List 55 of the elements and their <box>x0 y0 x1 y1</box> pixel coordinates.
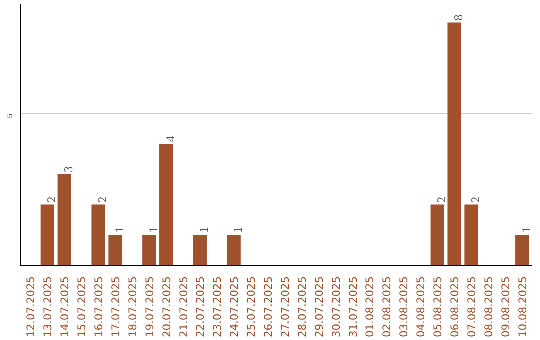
x-tick-label: 22.07.2025 <box>194 276 208 338</box>
x-tick-label: 24.07.2025 <box>228 276 242 338</box>
bar <box>142 235 156 266</box>
x-tick-label: 19.07.2025 <box>143 276 156 338</box>
data-label: 1 <box>231 227 246 234</box>
x-tick-label: 06.08.2025 <box>448 276 462 338</box>
data-label: 1 <box>197 227 212 234</box>
x-tick-label: 10.08.2025 <box>516 276 530 338</box>
bar <box>193 235 207 266</box>
bar <box>464 204 478 266</box>
bar <box>58 174 72 266</box>
x-tick-label: 21.07.2025 <box>177 276 190 338</box>
x-tick-label: 26.07.2025 <box>262 276 276 338</box>
x-tick-label: 17.07.2025 <box>109 276 122 338</box>
x-tick-label: 07.08.2025 <box>465 276 478 338</box>
x-tick-label: 09.08.2025 <box>499 276 512 338</box>
x-tick-label: 14.07.2025 <box>58 276 72 338</box>
x-tick-label: 30.07.2025 <box>330 276 343 338</box>
x-tick-label: 29.07.2025 <box>312 276 326 338</box>
bar <box>430 204 444 266</box>
x-tick-label: 01.08.2025 <box>364 276 377 338</box>
bar <box>448 22 462 266</box>
x-tick-label: 02.08.2025 <box>380 276 394 338</box>
x-tick-label: 25.07.2025 <box>245 276 258 338</box>
x-tick-label: 03.08.2025 <box>398 276 411 338</box>
x-tick-label: 08.08.2025 <box>482 276 496 338</box>
x-tick-label: 18.07.2025 <box>126 276 140 338</box>
x-tick-label: 04.08.2025 <box>414 276 428 338</box>
y-tick-label: 5 <box>6 113 14 118</box>
data-label: 1 <box>112 227 126 234</box>
bar <box>160 144 174 266</box>
bar <box>108 235 122 266</box>
bar <box>92 204 106 266</box>
x-tick-label: 12.07.2025 <box>24 276 38 338</box>
data-label: 4 <box>163 136 178 142</box>
bar <box>227 235 241 266</box>
x-tick-label: 15.07.2025 <box>76 276 89 338</box>
bar <box>516 235 530 266</box>
data-label: 2 <box>434 196 449 203</box>
x-tick-label: 05.08.2025 <box>432 276 445 338</box>
bar <box>40 204 54 266</box>
data-label: 2 <box>95 196 110 203</box>
data-label: 1 <box>519 227 534 234</box>
data-label: 1 <box>146 227 160 234</box>
x-tick-label: 13.07.2025 <box>42 276 55 338</box>
data-label: 8 <box>452 14 466 21</box>
data-label: 3 <box>62 166 76 172</box>
x-tick-label: 23.07.2025 <box>211 276 224 338</box>
x-tick-label: 31.07.2025 <box>346 276 360 338</box>
data-label: 2 <box>468 196 482 203</box>
data-label: 2 <box>44 196 59 203</box>
x-tick-label: 20.07.2025 <box>160 276 174 338</box>
x-tick-label: 28.07.2025 <box>296 276 309 338</box>
x-tick-label: 27.07.2025 <box>278 276 292 338</box>
x-tick-label: 16.07.2025 <box>92 276 106 338</box>
